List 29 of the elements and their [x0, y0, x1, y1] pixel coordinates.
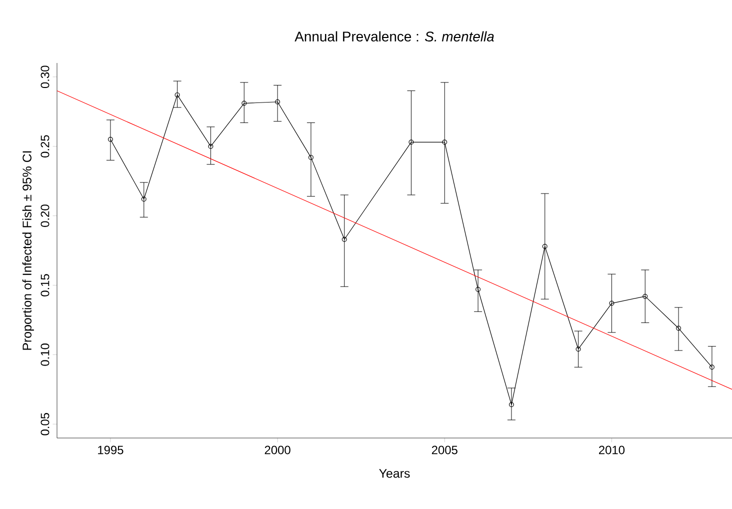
y-tick-label: 0.05: [40, 412, 50, 436]
y-tick-label: 0.10: [40, 343, 50, 366]
x-tick-label: 2010: [599, 446, 625, 454]
point: [342, 236, 347, 242]
point: [442, 140, 448, 145]
point: [609, 300, 614, 306]
x-tick-label: 2005: [432, 446, 458, 454]
x-tick-label: 2000: [264, 446, 290, 454]
point: [408, 140, 414, 145]
point: [676, 326, 682, 331]
y-tick-label: 0.20: [40, 204, 50, 227]
chart-title: Annual Prevalence : S. mentella: [294, 31, 494, 42]
y-axis-title: Proportion of Infected Fish ± 95% CI: [22, 151, 34, 350]
point: [141, 196, 146, 202]
point: [508, 402, 514, 408]
point: [476, 286, 481, 292]
y-tick-label: 0.30: [40, 66, 50, 88]
point: [208, 144, 214, 149]
point: [542, 244, 548, 249]
point: [576, 346, 581, 352]
y-tick-label: 0.15: [40, 274, 50, 296]
point: [642, 294, 648, 299]
point: [308, 154, 314, 160]
point: [174, 92, 180, 98]
y-tick-label: 0.25: [40, 135, 50, 158]
x-tick-label: 1995: [98, 446, 124, 454]
point: [275, 99, 280, 104]
x-axis-title: Years: [379, 469, 410, 478]
point: [242, 100, 247, 106]
